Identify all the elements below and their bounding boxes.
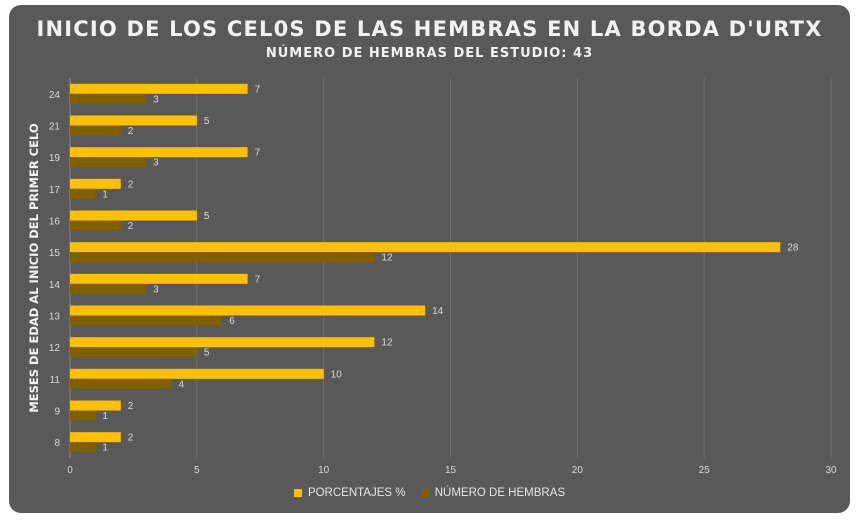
- legend-label-numero-hembras: NÚMERO DE HEMBRAS: [434, 487, 566, 499]
- x-tick-label-10: 10: [318, 465, 330, 476]
- bar-numero-hembras-19: [70, 157, 147, 168]
- y-axis-title: MESES DE EDAD AL INICIO DEL PRIMER CELO: [27, 123, 41, 413]
- y-tick-label-13: 13: [49, 312, 61, 323]
- chart-title: INICIO DE LOS CEL0S DE LAS HEMBRAS EN LA…: [36, 17, 823, 41]
- y-tick-label-24: 24: [49, 90, 61, 101]
- data-label-porcentaje-19: 7: [255, 148, 261, 159]
- x-tick-label-15: 15: [445, 465, 457, 476]
- data-label-porcentaje-9: 2: [128, 401, 134, 412]
- data-label-numero-hembras-13: 6: [229, 316, 235, 327]
- data-label-numero-hembras-11: 4: [178, 379, 184, 390]
- bar-porcentaje-9: [70, 400, 121, 411]
- bar-porcentaje-15: [70, 242, 781, 253]
- data-label-porcentaje-16: 5: [204, 211, 210, 222]
- data-label-numero-hembras-8: 1: [102, 443, 108, 454]
- bar-numero-hembras-15: [70, 252, 375, 263]
- y-tick-label-11: 11: [50, 375, 61, 386]
- x-tick-label-5: 5: [194, 465, 200, 476]
- bar-porcentaje-17: [70, 178, 121, 189]
- bar-numero-hembras-11: [70, 378, 172, 389]
- x-tick-label-30: 30: [825, 465, 837, 476]
- data-label-porcentaje-21: 5: [204, 116, 210, 127]
- bar-numero-hembras-8: [70, 442, 96, 453]
- data-label-numero-hembras-15: 12: [381, 253, 393, 264]
- data-label-porcentaje-8: 2: [128, 433, 134, 444]
- data-label-porcentaje-17: 2: [128, 179, 134, 190]
- y-tick-label-15: 15: [49, 248, 61, 259]
- bar-porcentaje-12: [70, 337, 375, 348]
- data-label-porcentaje-15: 28: [787, 243, 799, 254]
- bar-porcentaje-19: [70, 147, 248, 158]
- data-label-porcentaje-11: 10: [331, 369, 343, 380]
- data-label-numero-hembras-21: 2: [128, 126, 134, 137]
- bar-numero-hembras-21: [70, 125, 121, 136]
- chart-subtitle: NÚMERO DE HEMBRAS DEL ESTUDIO: 43: [265, 46, 594, 61]
- bar-numero-hembras-14: [70, 283, 147, 294]
- legend: PORCENTAJES % NÚMERO DE HEMBRAS: [9, 487, 850, 500]
- data-label-porcentaje-24: 7: [255, 84, 261, 95]
- data-label-numero-hembras-24: 3: [153, 94, 159, 105]
- bar-numero-hembras-13: [70, 315, 223, 326]
- y-tick-label-12: 12: [49, 343, 61, 354]
- y-tick-label-8: 8: [54, 438, 60, 449]
- bar-numero-hembras-9: [70, 410, 96, 421]
- bar-porcentaje-21: [70, 115, 197, 126]
- y-tick-label-9: 9: [54, 407, 60, 418]
- legend-item-numero-hembras: NÚMERO DE HEMBRAS: [420, 487, 566, 499]
- data-label-numero-hembras-16: 2: [128, 221, 134, 232]
- bar-numero-hembras-17: [70, 188, 96, 199]
- data-label-numero-hembras-19: 3: [153, 158, 159, 169]
- bar-numero-hembras-24: [70, 93, 147, 104]
- data-label-numero-hembras-17: 1: [102, 189, 108, 200]
- bar-porcentaje-14: [70, 273, 248, 284]
- chart-card: INICIO DE LOS CEL0S DE LAS HEMBRAS EN LA…: [9, 5, 850, 513]
- data-label-porcentaje-12: 12: [381, 338, 393, 349]
- bar-numero-hembras-12: [70, 347, 197, 358]
- data-label-porcentaje-14: 7: [255, 274, 261, 285]
- legend-item-porcentajes: PORCENTAJES %: [293, 487, 406, 499]
- y-tick-label-16: 16: [49, 217, 61, 228]
- y-tick-label-21: 21: [49, 122, 61, 133]
- y-tick-label-19: 19: [49, 153, 61, 164]
- bar-porcentaje-16: [70, 210, 197, 221]
- bar-porcentaje-13: [70, 305, 426, 316]
- x-tick-label-0: 0: [67, 465, 73, 476]
- x-tick-label-25: 25: [699, 465, 711, 476]
- x-tick-label-20: 20: [572, 465, 584, 476]
- y-tick-label-17: 17: [49, 185, 61, 196]
- y-tick-label-14: 14: [49, 280, 61, 291]
- data-label-numero-hembras-14: 3: [153, 284, 159, 295]
- data-label-numero-hembras-12: 5: [204, 348, 210, 359]
- bar-porcentaje-24: [70, 83, 248, 94]
- data-label-porcentaje-13: 14: [432, 306, 444, 317]
- legend-swatch-numero-hembras: [420, 489, 429, 497]
- bar-numero-hembras-16: [70, 220, 121, 231]
- legend-swatch-porcentajes: [293, 489, 302, 497]
- legend-label-porcentajes: PORCENTAJES %: [307, 487, 406, 499]
- bar-porcentaje-8: [70, 432, 121, 443]
- bar-porcentaje-11: [70, 368, 324, 379]
- data-label-numero-hembras-9: 1: [102, 411, 108, 422]
